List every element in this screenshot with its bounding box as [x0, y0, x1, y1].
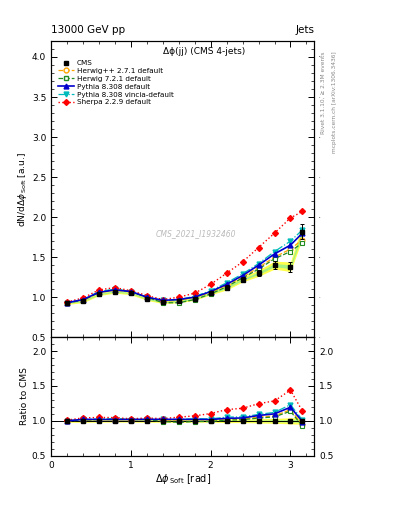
Y-axis label: Ratio to CMS: Ratio to CMS: [20, 368, 29, 425]
Text: Rivet 3.1.10, ≥ 2.3M events: Rivet 3.1.10, ≥ 2.3M events: [320, 51, 325, 134]
Text: CMS_2021_I1932460: CMS_2021_I1932460: [156, 229, 236, 238]
Legend: CMS, Herwig++ 2.7.1 default, Herwig 7.2.1 default, Pythia 8.308 default, Pythia : CMS, Herwig++ 2.7.1 default, Herwig 7.2.…: [57, 59, 174, 106]
Text: mcplots.cern.ch [arXiv:1306.3436]: mcplots.cern.ch [arXiv:1306.3436]: [332, 51, 337, 153]
Text: Δϕ(jj) (CMS 4-jets): Δϕ(jj) (CMS 4-jets): [163, 47, 245, 56]
X-axis label: $\Delta\phi_{\rm\,Soft}$ [rad]: $\Delta\phi_{\rm\,Soft}$ [rad]: [154, 472, 211, 486]
Text: 13000 GeV pp: 13000 GeV pp: [51, 25, 125, 35]
Y-axis label: dN/d$\Delta\phi_{\rm\,Soft}$ [a.u.]: dN/d$\Delta\phi_{\rm\,Soft}$ [a.u.]: [16, 152, 29, 227]
Text: Jets: Jets: [296, 25, 314, 35]
